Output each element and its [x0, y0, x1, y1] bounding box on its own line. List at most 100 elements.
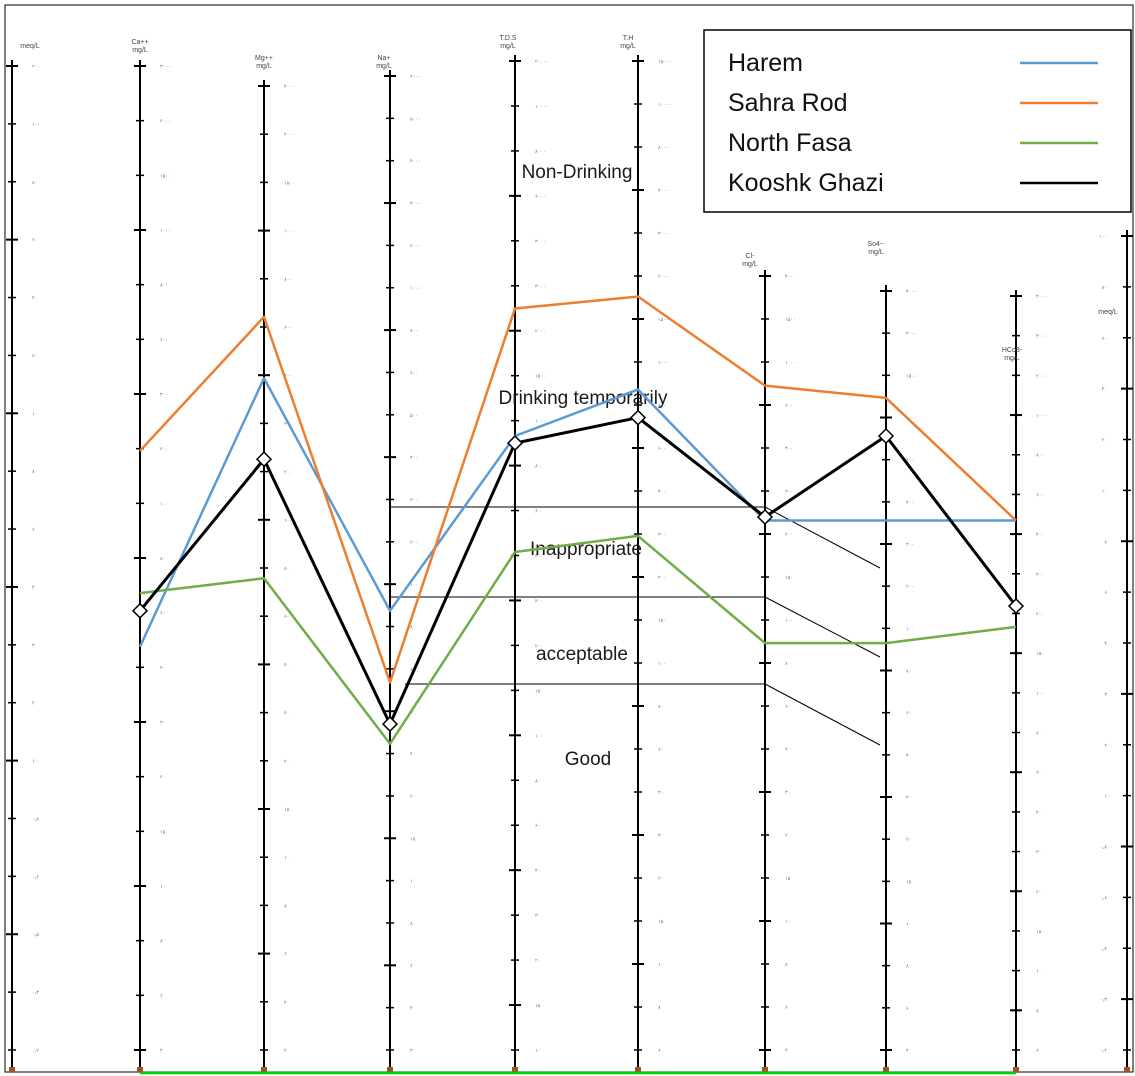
- tick-label-th: ۲۰: [658, 876, 663, 882]
- tick-label-th: ۱۵۰: [658, 618, 666, 624]
- tick-label-ca: ۱۵۰۰: [160, 173, 171, 179]
- tick-label-cl: ۲۰۰: [785, 532, 793, 538]
- tick-label-cl: ۶۰۰: [785, 403, 793, 409]
- tick-label-hco3: ۴۰: [1036, 810, 1041, 816]
- axis-base-marker: [883, 1067, 889, 1072]
- series-line: [138, 376, 1016, 648]
- tick-label-ca: ۸: [160, 939, 163, 945]
- tick-label-na: ۶۰۰: [410, 370, 418, 376]
- tick-label-mg: ۶۰۰: [284, 325, 292, 331]
- tick-label-ca: ۱۰: [160, 884, 165, 890]
- tick-label-tds: ۳۰۰: [535, 598, 543, 604]
- tick-label-so4: ۴۰۰۰: [906, 289, 917, 295]
- tick-label-so4: ۱۵: [906, 879, 912, 885]
- tick-label-meq: ۲۰۰: [32, 64, 40, 70]
- tick-label-tds: ۸۰: [535, 778, 540, 784]
- tick-label-na: ۴۰۰: [410, 455, 418, 461]
- tick-label-th: ۱۰۰۰: [658, 360, 669, 366]
- tick-label-meq: ۱: [32, 759, 35, 765]
- tick-label-th: ۴۰۰: [658, 489, 666, 495]
- vertical-axes: meq/L ۲۰۰ ۱۰۰ ۸۰ ۶۰ ۴۰ ۲۰ ۱۰ ۸ ۶ ۴ ۳ ۲ ۱ ۰٫۸ ۰٫۶ ۰٫۵ ۰٫۳ ۰…: [6, 35, 1133, 1075]
- tick-label-mg: ۱۵۰۰: [284, 180, 295, 186]
- series-point: [877, 427, 895, 445]
- axis-label-tds: T.D.S mg/L: [499, 35, 516, 50]
- axis-meq_right: meq/L ۱۰۰ ۸۰ ۶۰ ۴۰ ۲۰ ۱۰ ۸ ۶ ۴ ۳ ۲ ۱ ۰٫۸ ۰٫۶ ۰٫۴ ۰٫۳ ۰٫۲: [1098, 230, 1133, 1072]
- tick-label-meq: ۰٫۲: [32, 1048, 39, 1054]
- tick-label-meq: ۰٫۵: [32, 932, 39, 938]
- tick-label-ca: ۱۰۰: [160, 501, 168, 507]
- tick-label-tds: ۱۰۰۰: [535, 419, 546, 425]
- tick-label-hco3: ۲۰: [1036, 889, 1041, 895]
- series-point: [381, 716, 399, 733]
- tick-label-so4: ۶: [906, 1006, 909, 1012]
- tick-label-so4: ۱۰۰: [906, 626, 914, 632]
- tick-label-cl: ۴۰: [785, 747, 790, 753]
- axis-label-meq: meq/L: [20, 43, 40, 50]
- tick-label-th: ۲۰۰: [658, 575, 666, 581]
- legend-label: North Fasa: [728, 129, 852, 157]
- series-point: [131, 602, 149, 619]
- zone-labels: Non-Drinking Drinking temporarily Inapprop…: [499, 162, 668, 770]
- tick-label-cl: ۳۰: [785, 790, 790, 796]
- tick-label-cl: ۶: [785, 1005, 788, 1011]
- tick-label-meq_right: ۱: [1104, 794, 1107, 800]
- tick-label-mg: ۱۰: [284, 855, 289, 861]
- axis-tds: T.D.S mg/L ۲۰۰۰۰ ۱۰۰۰۰ ۸۰۰۰ ۶۰۰۰ ۴۰۰۰ ۳۰۰۰ ۲۰۰۰ ۱…: [499, 35, 548, 1072]
- tick-label-na: ۴۰۰۰: [410, 159, 421, 165]
- tick-label-tds: ۱۰: [535, 1048, 540, 1054]
- tick-label-tds: ۱۵۰: [535, 688, 543, 694]
- zone-lines: [390, 506, 881, 746]
- series-point: [756, 508, 774, 526]
- tick-label-cl: ۱۵: [785, 876, 791, 882]
- zone-label-1: Non-Drinking: [522, 162, 633, 183]
- series-point: [1007, 597, 1025, 615]
- tick-label-meq: ۲: [32, 701, 35, 707]
- axis-base-marker: [512, 1067, 518, 1072]
- tick-label-meq_right: ۴: [1104, 641, 1107, 647]
- tick-label-hco3: ۳۰۰: [1036, 572, 1044, 578]
- tick-label-ca: ۲۰۰: [160, 447, 168, 453]
- tick-label-mg: ۴۰۰۰: [284, 84, 295, 90]
- tick-label-tds: ۶۰۰۰: [535, 194, 546, 200]
- tick-label-ca: ۴: [160, 1048, 163, 1054]
- tick-label-na: ۴: [410, 1006, 413, 1012]
- tick-label-meq_right: ۱۰۰: [1099, 234, 1107, 240]
- axis-base-marker: [762, 1067, 768, 1072]
- tick-label-hco3: ۳۰۰۰: [1036, 334, 1047, 340]
- tick-label-hco3: ۶۰۰: [1036, 492, 1044, 498]
- tick-label-hco3: ۲۰۰: [1036, 611, 1044, 617]
- tick-label-ca: ۴۰۰: [160, 392, 168, 398]
- tick-label-hco3: ۸: [1036, 1008, 1039, 1014]
- tick-label-so4: ۳۰۰۰: [906, 331, 917, 337]
- tick-label-meq: ۴: [32, 585, 35, 591]
- tick-label-mg: ۶۰: [284, 614, 289, 620]
- tick-label-mg: ۴: [284, 1000, 287, 1006]
- axis-base-marker: [635, 1067, 641, 1072]
- zone-label-2: Drinking temporarily: [499, 388, 668, 409]
- axis-meq: meq/L ۲۰۰ ۱۰۰ ۸۰ ۶۰ ۴۰ ۲۰ ۱۰ ۸ ۶ ۴ ۳ ۲ ۱ ۰٫۸ ۰٫۶ ۰٫۵ ۰٫۳ ۰…: [6, 43, 40, 1072]
- tick-label-ca: ۸۰: [160, 556, 165, 562]
- tick-label-meq: ۰٫۸: [32, 816, 39, 822]
- tick-label-mg: ۳۰: [284, 711, 289, 717]
- tick-label-na: ۶: [410, 963, 413, 969]
- tick-label-meq: ۸: [32, 469, 35, 475]
- tick-label-na: ۶۰۰۰: [410, 74, 421, 80]
- tick-label-tds: ۴۰۰۰: [535, 239, 546, 245]
- axis-na: Na+ mg/L ۶۰۰۰ ۵۰۰۰ ۴۰۰۰ ۳۰۰۰ ۲۰۰۰ ۱۰۰۰ ۸۰۰ ۶۰۰ ۵۰۰…: [376, 55, 421, 1072]
- tick-label-so4: ۴۰: [906, 753, 911, 759]
- axis-th: T.H mg/L ۱۵۰۰۰ ۱۰۰۰۰ ۸۰۰۰ ۴۰۰۰ ۳۰۰۰ ۲۰۰۰ ۱۵۰۰ ۱۰۰…: [620, 35, 671, 1072]
- series-point: [629, 409, 647, 426]
- series-line: [139, 534, 1017, 746]
- tick-label-so4: ۶۰: [906, 711, 911, 717]
- tick-label-so4: ۲۰۰: [906, 584, 914, 590]
- axis-label-mg: Mg++ mg/L: [255, 55, 273, 70]
- tick-label-meq: ۲۰: [32, 353, 37, 359]
- axis-base-marker: [261, 1067, 267, 1072]
- tick-label-na: ۵۰۰۰: [410, 116, 421, 122]
- zone-label-4: acceptable: [536, 644, 628, 665]
- tick-label-th: ۸: [658, 1005, 661, 1011]
- tick-label-ca: ۴۰: [160, 665, 165, 671]
- zone-label-3: Inappropriate: [530, 539, 642, 560]
- tick-label-na: ۳: [410, 1048, 413, 1054]
